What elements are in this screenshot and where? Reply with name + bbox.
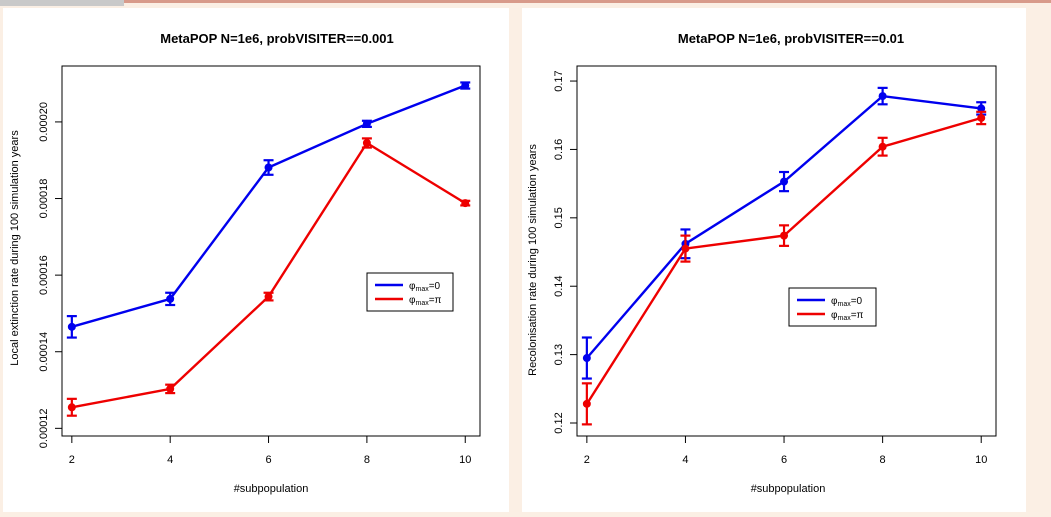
x-tick-label: 8 xyxy=(880,454,886,466)
series-phi-max-pi-point xyxy=(461,199,470,208)
y-tick-label-group: 0.15 xyxy=(553,207,565,228)
recolonisation-rate-chart: MetaPOP N=1e6, probVISITER==0.01 Recolon… xyxy=(527,31,997,495)
y-tick-label-group: 0.00018 xyxy=(38,179,50,219)
y-tick-label: 0.00018 xyxy=(38,179,50,219)
y-tick-label-group: 0.13 xyxy=(553,344,565,365)
series-phi-max-0-point xyxy=(878,92,887,101)
y-tick-label-group: 0.00020 xyxy=(38,102,50,142)
series-phi-max-pi-point xyxy=(67,403,76,412)
y-tick-label: 0.00014 xyxy=(38,332,50,372)
legend-label: φmax=0 xyxy=(831,296,863,308)
plot-frame xyxy=(576,65,997,437)
legend-label: φmax=π xyxy=(831,310,864,322)
x-tick-label: 10 xyxy=(459,454,471,466)
series-phi-max-pi-point xyxy=(362,138,371,147)
x-tick-label: 4 xyxy=(682,454,688,466)
series-phi-max-0-point xyxy=(461,81,470,90)
series-phi-max-pi-point xyxy=(681,244,690,253)
series-phi-max-0-point xyxy=(780,177,789,186)
y-tick-label-group: 0.16 xyxy=(553,139,565,160)
x-tick-label: 8 xyxy=(364,454,370,466)
chart-title: MetaPOP N=1e6, probVISITER==0.001 xyxy=(160,31,394,46)
y-tick-label-group: 0.00014 xyxy=(38,332,50,372)
series-phi-max-pi-point xyxy=(878,142,887,151)
series-phi-max-0-point xyxy=(67,322,76,331)
y-tick-label-group: 0.12 xyxy=(553,412,565,433)
y-axis-label: Local extinction rate during 100 simulat… xyxy=(9,130,21,366)
series-phi-max-0-point xyxy=(582,354,591,363)
x-tick-label: 4 xyxy=(167,454,173,466)
chart-title: MetaPOP N=1e6, probVISITER==0.01 xyxy=(678,31,904,46)
series-phi-max-pi-point xyxy=(264,292,273,301)
y-axis-label: Recolonisation rate during 100 simulatio… xyxy=(527,144,539,376)
x-axis-label: #subpopulation xyxy=(751,483,826,495)
y-tick-label: 0.00020 xyxy=(38,102,50,142)
x-tick-label: 2 xyxy=(69,454,75,466)
y-tick-label-group: 0.17 xyxy=(553,70,565,91)
extinction-rate-chart: MetaPOP N=1e6, probVISITER==0.001 Local … xyxy=(9,31,481,495)
legend-box xyxy=(788,287,877,327)
x-tick-label: 10 xyxy=(975,454,987,466)
series-phi-max-pi-point xyxy=(977,113,986,122)
y-tick-label-group: 0.14 xyxy=(553,276,565,297)
series-phi-max-pi-point xyxy=(582,399,591,408)
top-accent-bar xyxy=(0,0,1051,3)
y-tick-label: 0.17 xyxy=(553,70,565,91)
chart-panel-left: MetaPOP N=1e6, probVISITER==0.001 Local … xyxy=(3,8,509,512)
series-phi-max-pi-line xyxy=(585,116,982,405)
legend-label: φmax=0 xyxy=(409,281,441,293)
legend-box xyxy=(366,272,454,312)
y-tick-label: 0.16 xyxy=(553,139,565,160)
series-phi-max-0-point xyxy=(977,104,986,113)
y-tick-label: 0.13 xyxy=(553,344,565,365)
y-tick-label-group: 0.00016 xyxy=(38,255,50,295)
y-tick-label: 0.00012 xyxy=(38,408,50,448)
y-tick-label: 0.00016 xyxy=(38,255,50,295)
y-axis-label-group: Local extinction rate during 100 simulat… xyxy=(9,130,21,366)
series-phi-max-pi-point xyxy=(166,384,175,393)
x-tick-label: 2 xyxy=(584,454,590,466)
top-tab-stub xyxy=(0,0,124,6)
x-axis-label: #subpopulation xyxy=(234,483,309,495)
series-phi-max-0-point xyxy=(362,119,371,128)
x-tick-label: 6 xyxy=(265,454,271,466)
legend-label: φmax=π xyxy=(409,295,442,307)
series-phi-max-0-point xyxy=(166,294,175,303)
plot-frame xyxy=(61,65,481,437)
y-tick-label: 0.15 xyxy=(553,207,565,228)
y-tick-label: 0.14 xyxy=(553,276,565,297)
series-phi-max-0-point xyxy=(264,163,273,172)
chart-panel-right: MetaPOP N=1e6, probVISITER==0.01 Recolon… xyxy=(522,8,1026,512)
series-phi-max-pi-point xyxy=(780,231,789,240)
y-axis-label-group: Recolonisation rate during 100 simulatio… xyxy=(527,144,539,376)
y-tick-label-group: 0.00012 xyxy=(38,408,50,448)
x-tick-label: 6 xyxy=(781,454,787,466)
y-tick-label: 0.12 xyxy=(553,412,565,433)
